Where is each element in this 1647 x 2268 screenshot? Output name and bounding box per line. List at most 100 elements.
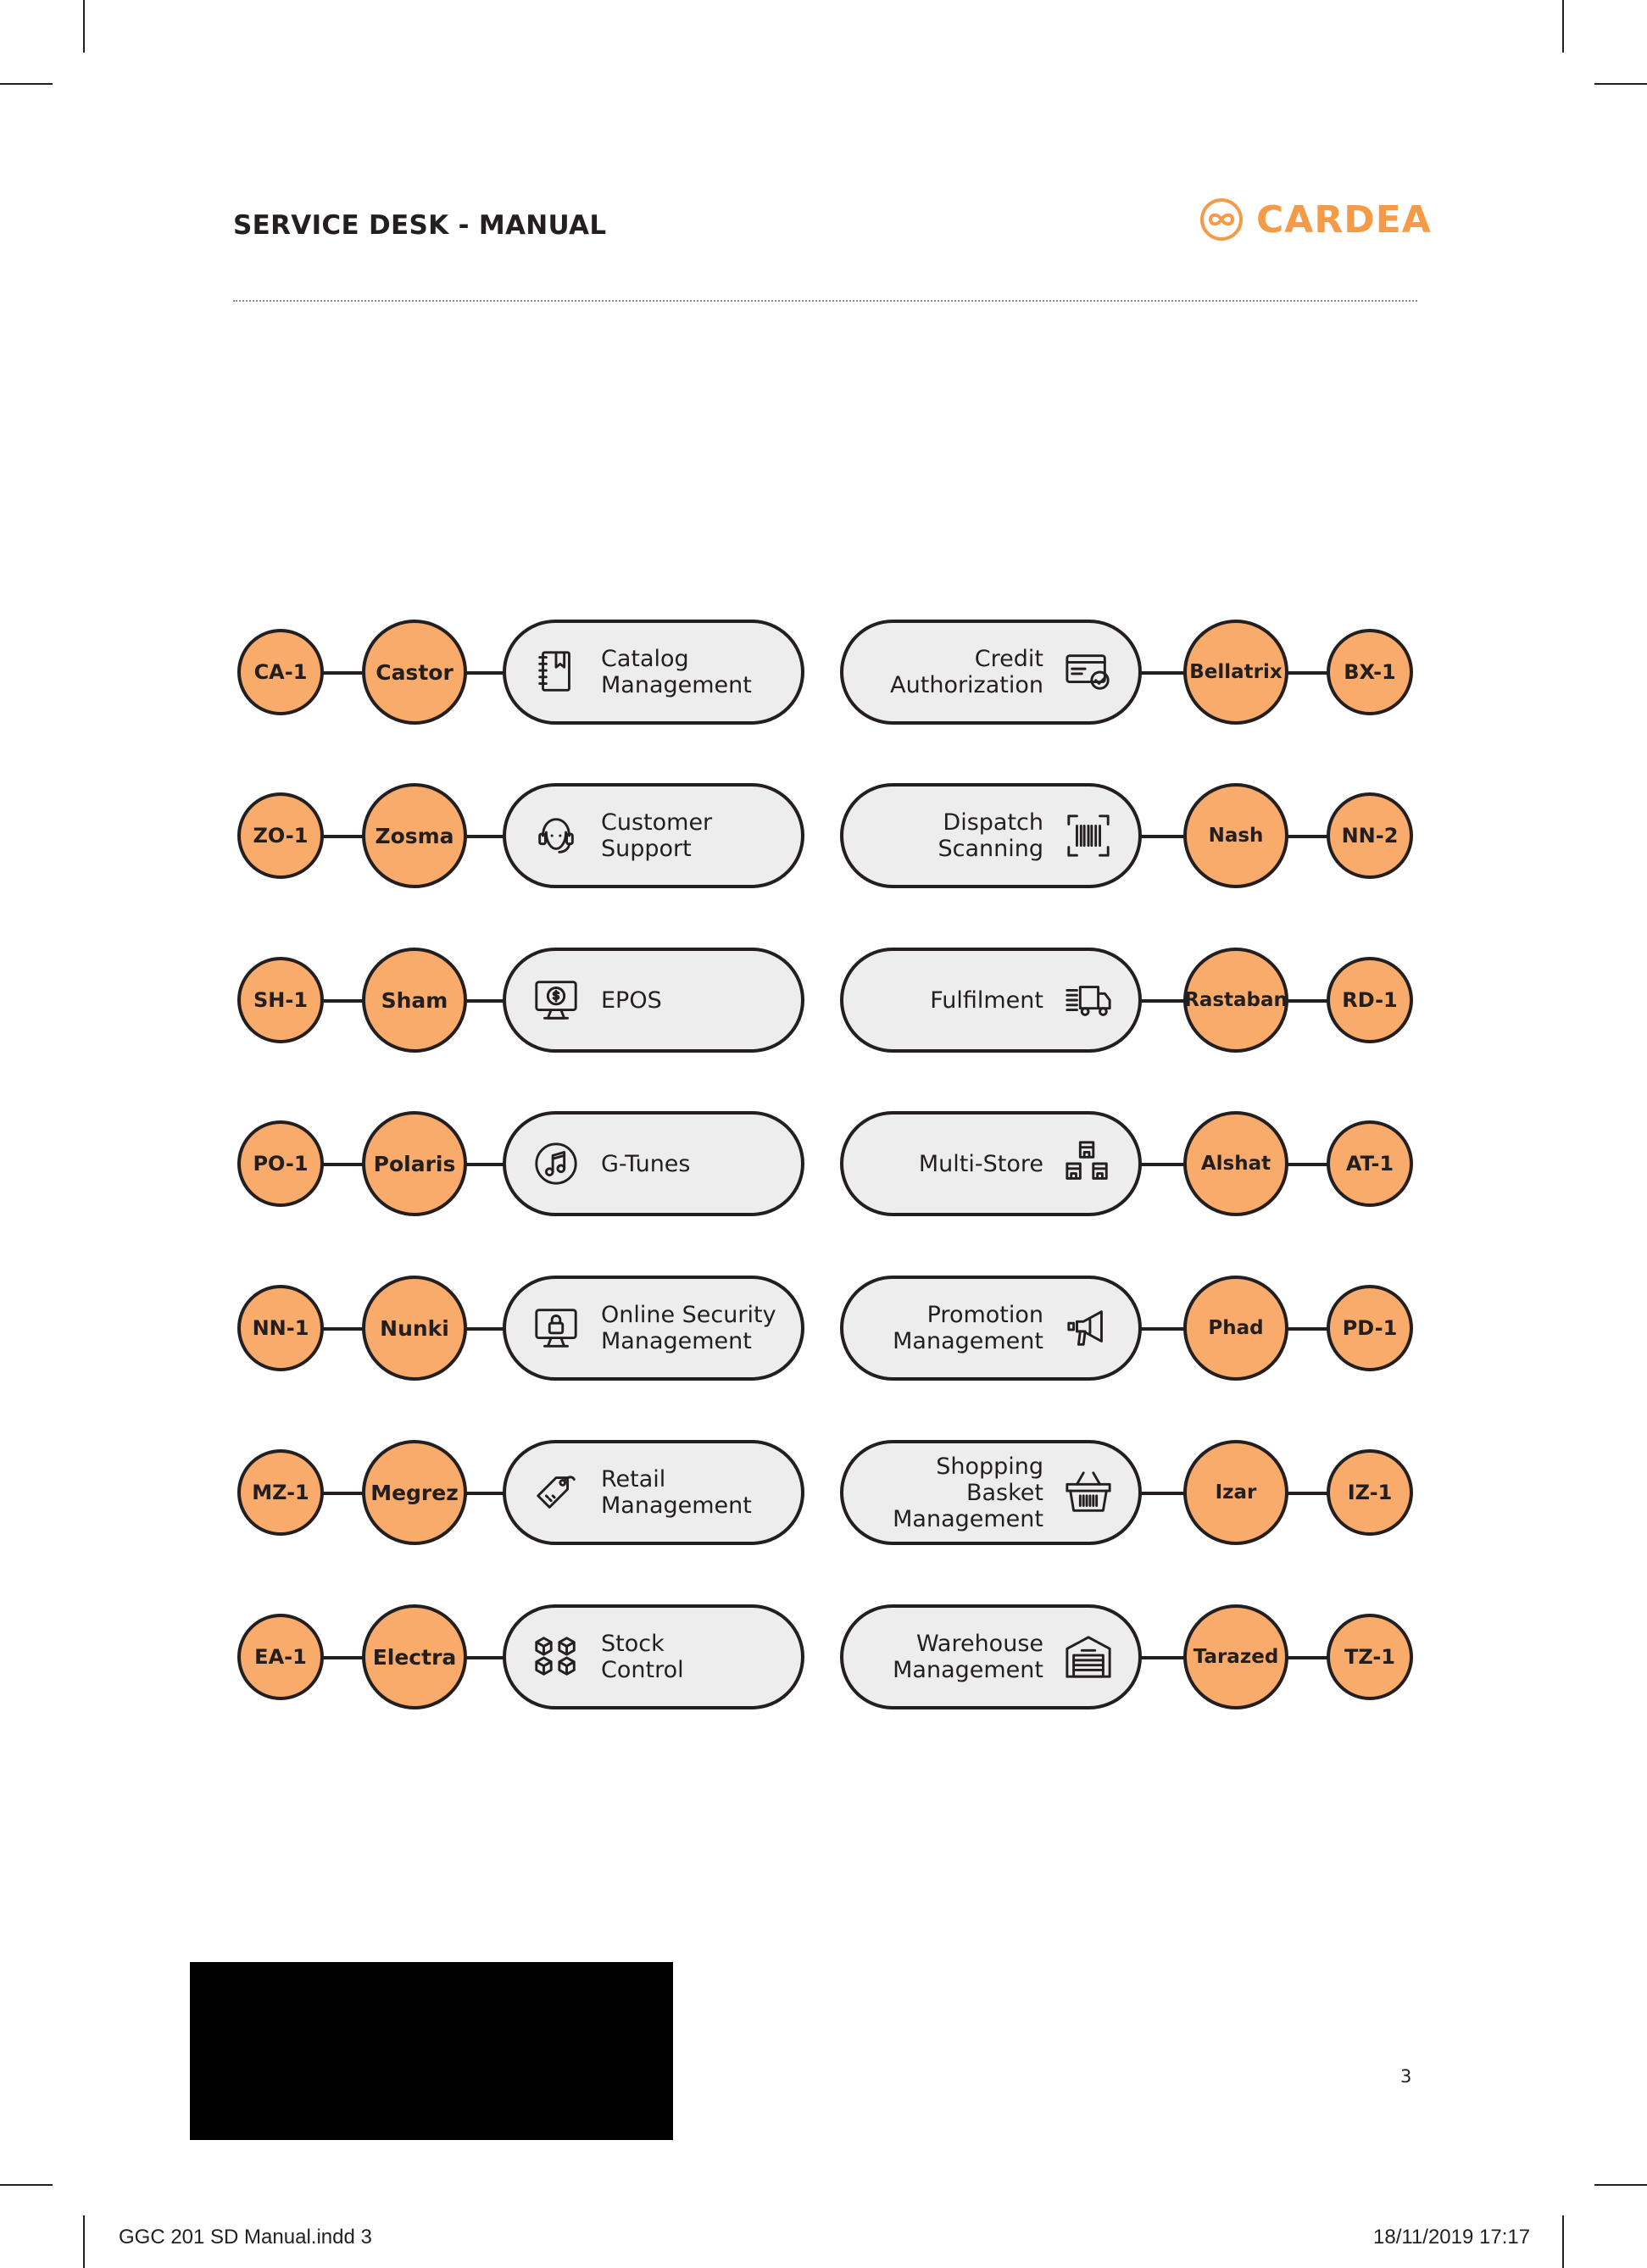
left-service-pill: Customer Support xyxy=(503,783,804,888)
right-system-node: Nash xyxy=(1183,783,1288,888)
left-system-node: Nunki xyxy=(362,1276,467,1381)
right-service-pill: Shopping Basket Management xyxy=(840,1440,1142,1545)
right-service-icon xyxy=(1064,976,1113,1025)
brand-logo: CARDEA xyxy=(1199,197,1432,242)
crop-mark xyxy=(0,2184,53,2186)
left-system-node: Castor xyxy=(362,620,467,725)
left-service-icon xyxy=(531,811,581,860)
left-service-icon xyxy=(531,1139,581,1188)
left-service-label: G-Tunes xyxy=(601,1150,691,1177)
right-service-label: Promotion Management xyxy=(893,1302,1043,1354)
music-note-icon xyxy=(535,1142,577,1185)
left-code-badge: ZO-1 xyxy=(237,792,324,879)
page-title: SERVICE DESK - MANUAL xyxy=(233,210,607,241)
right-system-node: Bellatrix xyxy=(1183,620,1288,725)
crop-mark xyxy=(1594,2184,1647,2186)
service-row: CA-1 Castor Catalog Management Credit Autho… xyxy=(0,620,1647,725)
left-system-node: Megrez xyxy=(362,1440,467,1545)
stock-boxes-icon xyxy=(535,1637,576,1676)
headset-agent-icon xyxy=(538,818,574,853)
right-service-pill: Fulfilment xyxy=(840,948,1142,1053)
right-service-pill: Credit Authorization xyxy=(840,620,1142,725)
right-code-badge: RD-1 xyxy=(1327,957,1413,1043)
right-service-pill: Warehouse Management xyxy=(840,1604,1142,1709)
price-tag-icon xyxy=(537,1476,576,1509)
page-number: 3 xyxy=(1400,2066,1412,2087)
right-service-icon xyxy=(1064,811,1113,860)
right-service-label: Multi-Store xyxy=(918,1150,1043,1177)
left-service-label: Customer Support xyxy=(601,809,713,862)
footer-timestamp: 18/11/2019 17:17 xyxy=(1373,2226,1531,2249)
redacted-block xyxy=(190,1962,673,2140)
megaphone-icon xyxy=(1067,1310,1103,1346)
service-row: SH-1 Sham EPOS Fulfilment Rastaban RD-1 xyxy=(0,948,1647,1053)
right-service-pill: Dispatch Scanning xyxy=(840,783,1142,888)
left-service-pill: Retail Management xyxy=(503,1440,804,1545)
barcode-scan-icon xyxy=(1067,814,1110,857)
multi-store-icon xyxy=(1066,1141,1108,1180)
right-service-icon xyxy=(1064,1304,1113,1353)
service-row: EA-1 Electra Stock Control Warehouse Manage… xyxy=(0,1604,1647,1709)
service-row: MZ-1 Megrez Retail Management Shopping Bask… xyxy=(0,1440,1647,1545)
right-service-label: Fulfilment xyxy=(930,987,1043,1014)
left-code-badge: PO-1 xyxy=(237,1120,324,1207)
crop-mark xyxy=(83,0,85,53)
left-service-icon xyxy=(531,976,581,1025)
left-system-node: Sham xyxy=(362,948,467,1053)
pos-monitor-icon xyxy=(535,981,577,1020)
left-service-pill: G-Tunes xyxy=(503,1111,804,1216)
crop-mark xyxy=(1562,0,1564,53)
right-service-pill: Multi-Store xyxy=(840,1111,1142,1216)
service-row: PO-1 Polaris G-Tunes Multi-Store Alshat AT-1 xyxy=(0,1111,1647,1216)
right-service-icon xyxy=(1064,1632,1113,1682)
crop-mark xyxy=(1594,83,1647,85)
right-system-node: Phad xyxy=(1183,1276,1288,1381)
left-system-node: Electra xyxy=(362,1604,467,1709)
left-service-label: Stock Control xyxy=(601,1631,684,1683)
right-code-badge: BX-1 xyxy=(1327,629,1413,715)
right-system-node: Izar xyxy=(1183,1440,1288,1545)
left-service-pill: Stock Control xyxy=(503,1604,804,1709)
left-code-badge: EA-1 xyxy=(237,1614,324,1700)
crop-mark xyxy=(1562,2215,1564,2268)
right-service-icon xyxy=(1064,648,1113,697)
left-service-pill: Online Security Management xyxy=(503,1276,804,1381)
right-code-badge: IZ-1 xyxy=(1327,1449,1413,1536)
left-code-badge: MZ-1 xyxy=(237,1449,324,1536)
left-code-badge: SH-1 xyxy=(237,957,324,1043)
left-code-badge: NN-1 xyxy=(237,1285,324,1371)
left-service-icon xyxy=(531,1632,581,1682)
right-service-label: Warehouse Management xyxy=(893,1631,1043,1683)
right-code-badge: NN-2 xyxy=(1327,792,1413,879)
warehouse-icon xyxy=(1066,1636,1111,1678)
left-system-node: Polaris xyxy=(362,1111,467,1216)
right-code-badge: AT-1 xyxy=(1327,1120,1413,1207)
crop-mark xyxy=(0,83,53,85)
right-system-node: Rastaban xyxy=(1183,948,1288,1053)
delivery-truck-icon xyxy=(1066,986,1111,1016)
left-service-icon xyxy=(531,1468,581,1517)
left-code-badge: CA-1 xyxy=(237,629,324,715)
credit-card-check-icon xyxy=(1066,654,1110,690)
left-service-label: EPOS xyxy=(601,987,662,1014)
right-service-label: Dispatch Scanning xyxy=(938,809,1043,862)
left-service-icon xyxy=(531,648,581,697)
right-system-node: Alshat xyxy=(1183,1111,1288,1216)
crop-mark xyxy=(83,2215,85,2268)
header-divider xyxy=(233,300,1417,302)
brand-name: CARDEA xyxy=(1256,197,1432,242)
left-service-label: Online Security Management xyxy=(601,1302,776,1354)
infinity-circle-icon xyxy=(1200,198,1243,241)
left-service-pill: EPOS xyxy=(503,948,804,1053)
monitor-lock-icon xyxy=(535,1309,577,1348)
right-system-node: Tarazed xyxy=(1183,1604,1288,1709)
footer-file-info: GGC 201 SD Manual.indd 3 xyxy=(119,2226,372,2249)
left-service-label: Catalog Management xyxy=(601,646,752,698)
left-service-label: Retail Management xyxy=(601,1466,752,1519)
right-code-badge: PD-1 xyxy=(1327,1285,1413,1371)
right-code-badge: TZ-1 xyxy=(1327,1614,1413,1700)
right-service-label: Shopping Basket Management xyxy=(893,1453,1043,1532)
right-service-label: Credit Authorization xyxy=(890,646,1043,698)
service-row: ZO-1 Zosma Customer Support Dispatch Scanni… xyxy=(0,783,1647,888)
catalog-book-icon xyxy=(538,651,570,692)
